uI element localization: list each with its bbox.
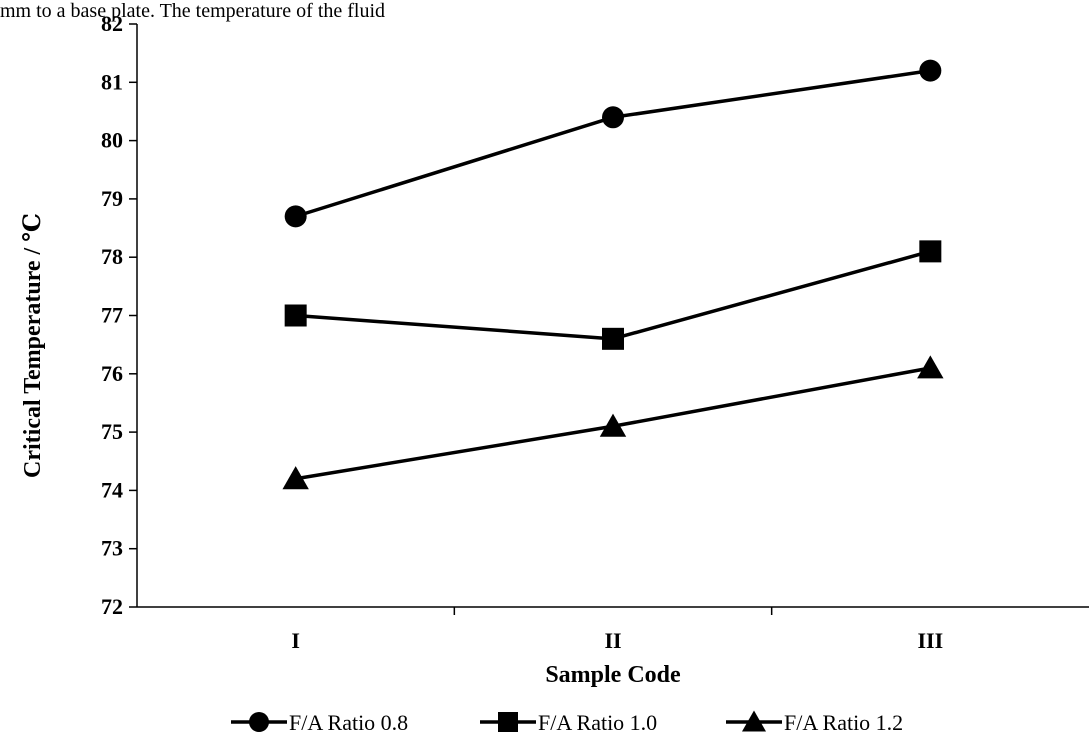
square-marker	[284, 304, 307, 327]
circle-marker	[284, 205, 307, 228]
legend-label: F/A Ratio 0.8	[289, 710, 408, 735]
y-tick-label: 82	[101, 11, 123, 36]
circle-marker	[602, 106, 624, 129]
y-tick-label: 81	[101, 69, 123, 94]
legend-square-marker	[498, 712, 518, 732]
legend-label: F/A Ratio 1.2	[784, 710, 903, 735]
y-tick-label: 72	[101, 594, 123, 619]
circle-marker	[919, 59, 942, 82]
series-line	[295, 249, 931, 341]
legend-triangle-marker	[742, 710, 766, 732]
triangle-marker	[917, 355, 944, 379]
triangle-marker	[282, 466, 309, 490]
top-text-fragment: mm to a base plate. The temperature of t…	[0, 0, 385, 22]
y-tick-label: 73	[101, 536, 123, 561]
legend: F/A Ratio 0.8 F/A Ratio 1.0 F/A Ratio 1.2	[231, 710, 903, 735]
x-tick-label: III	[917, 628, 943, 653]
series-markers	[282, 59, 944, 490]
y-tick-label: 80	[101, 128, 123, 153]
x-tick-label: I	[291, 628, 300, 653]
square-marker	[919, 240, 942, 263]
triangle-marker	[599, 413, 627, 437]
y-tick-label: 76	[101, 361, 123, 386]
y-ticks: 72 73 74 75 76 77 78 79 80 81 82	[101, 11, 137, 619]
series-line	[295, 68, 931, 219]
legend-label: F/A Ratio 1.0	[538, 710, 657, 735]
y-tick-label: 79	[101, 186, 123, 211]
x-ticks: I II III	[291, 607, 943, 653]
y-tick-label: 77	[101, 303, 123, 328]
y-tick-label: 74	[101, 477, 123, 502]
x-tick-label: II	[604, 628, 621, 653]
y-tick-label: 75	[101, 419, 123, 444]
square-marker	[602, 327, 624, 350]
y-axis-title: Critical Temperature / ℃	[20, 213, 46, 478]
legend-circle-marker	[249, 712, 269, 732]
x-axis-title: Sample Code	[545, 662, 681, 688]
y-tick-label: 78	[101, 244, 123, 269]
